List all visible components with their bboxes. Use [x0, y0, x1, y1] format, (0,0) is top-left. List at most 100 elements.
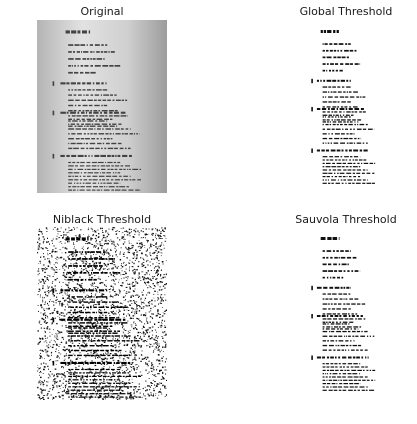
noise-speck [43, 238, 45, 240]
noise-speck [47, 355, 49, 357]
text-word-mark [88, 396, 94, 398]
noise-speck [67, 240, 68, 242]
noise-speck [58, 241, 60, 243]
noise-speck [133, 317, 134, 319]
text-word-mark [109, 123, 111, 125]
noise-speck [97, 345, 100, 347]
text-word-mark [111, 189, 114, 191]
text-word-mark [325, 123, 329, 126]
noise-speck [97, 247, 99, 249]
text-word-mark [322, 137, 328, 140]
noise-speck [144, 333, 146, 335]
noise-speck [113, 305, 115, 307]
noise-speck [104, 264, 107, 266]
noise-speck [73, 290, 74, 292]
noise-speck [60, 256, 62, 259]
text-word-mark [361, 303, 366, 305]
noise-speck [99, 255, 100, 258]
noise-speck [138, 383, 140, 385]
noise-speck [68, 294, 70, 296]
noise-speck [156, 255, 158, 257]
noise-speck [114, 247, 116, 249]
noise-speck [146, 234, 149, 235]
noise-speck [112, 356, 114, 359]
noise-speck [97, 278, 99, 280]
text-word-mark [334, 270, 338, 272]
text-word-mark [135, 396, 138, 398]
noise-speck [77, 287, 79, 290]
text-word-mark [85, 317, 88, 319]
noise-speck [143, 308, 144, 310]
text-word-mark [350, 286, 351, 289]
noise-speck [100, 364, 103, 365]
text-word-mark [94, 104, 100, 107]
noise-speck [155, 340, 158, 341]
noise-speck [91, 273, 93, 275]
noise-speck [70, 298, 72, 300]
noise-speck [69, 254, 70, 257]
noise-speck [94, 231, 96, 233]
text-word-mark [116, 361, 120, 364]
text-word-mark [92, 389, 96, 391]
noise-speck [45, 322, 48, 324]
noise-speck [137, 265, 140, 268]
noise-speck [38, 228, 40, 230]
noise-speck [66, 236, 69, 238]
text-word-mark [354, 270, 359, 272]
noise-speck [85, 356, 87, 358]
noise-speck [69, 230, 72, 231]
text-word-mark [356, 169, 362, 171]
noise-speck [126, 291, 128, 292]
text-word-mark [86, 175, 91, 177]
noise-speck [52, 228, 54, 230]
text-word-mark [84, 154, 87, 157]
text-word-mark [85, 182, 91, 184]
noise-speck [113, 283, 115, 284]
noise-speck [39, 354, 40, 356]
noise-speck [158, 373, 160, 375]
noise-speck [148, 303, 150, 304]
text-word-mark [103, 125, 109, 127]
text-word-mark [104, 186, 106, 188]
text-word-mark [96, 361, 101, 364]
noise-speck [148, 327, 150, 329]
noise-speck [47, 258, 49, 260]
noise-speck [79, 284, 81, 287]
text-word-mark [68, 189, 73, 191]
noise-speck [125, 398, 127, 400]
noise-speck [137, 345, 140, 347]
text-word-mark [340, 286, 343, 289]
noise-speck [75, 375, 78, 377]
noise-speck [79, 328, 81, 331]
noise-speck [72, 274, 75, 277]
noise-speck [163, 231, 165, 232]
noise-speck [49, 253, 51, 254]
text-word-mark [106, 306, 109, 308]
noise-speck [42, 373, 44, 374]
noise-speck [142, 341, 144, 342]
noise-speck [69, 294, 71, 296]
text-word-mark [345, 96, 349, 98]
text-word-mark [103, 379, 105, 381]
text-word-mark [346, 176, 348, 178]
noise-speck [48, 293, 50, 295]
noise-speck [164, 326, 167, 328]
text-word-mark [77, 89, 82, 91]
noise-speck [84, 397, 86, 400]
noise-speck [47, 346, 50, 349]
text-word-mark [347, 363, 353, 365]
noise-speck [37, 305, 39, 306]
noise-speck [155, 315, 158, 317]
text-word-mark [67, 361, 71, 364]
text-word-mark [341, 166, 345, 168]
noise-speck [88, 319, 91, 322]
text-word-mark [336, 328, 339, 330]
noise-speck [131, 362, 134, 364]
noise-speck [46, 278, 49, 280]
noise-speck [113, 280, 115, 282]
text-word-mark [369, 335, 371, 337]
text-word-mark [114, 335, 120, 337]
noise-speck [119, 380, 121, 382]
noise-speck [143, 314, 145, 317]
text-word-mark [106, 379, 108, 381]
